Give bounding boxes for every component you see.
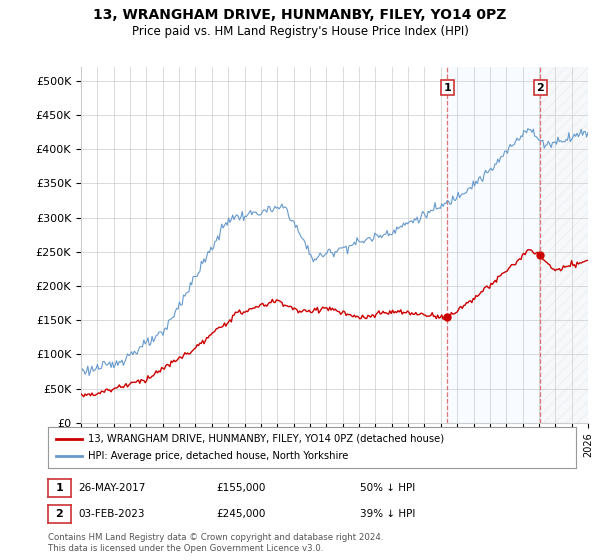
Text: £245,000: £245,000 (216, 509, 265, 519)
Text: 13, WRANGHAM DRIVE, HUNMANBY, FILEY, YO14 0PZ: 13, WRANGHAM DRIVE, HUNMANBY, FILEY, YO1… (94, 8, 506, 22)
Text: 1: 1 (56, 483, 63, 493)
Text: 03-FEB-2023: 03-FEB-2023 (78, 509, 145, 519)
Bar (540, 67, 588, 423)
Text: 50% ↓ HPI: 50% ↓ HPI (360, 483, 415, 493)
Text: 39% ↓ HPI: 39% ↓ HPI (360, 509, 415, 519)
Text: 26-MAY-2017: 26-MAY-2017 (78, 483, 145, 493)
Text: 2: 2 (536, 83, 544, 93)
Text: £155,000: £155,000 (216, 483, 265, 493)
Text: 1: 1 (443, 83, 451, 93)
Text: 13, WRANGHAM DRIVE, HUNMANBY, FILEY, YO14 0PZ (detached house): 13, WRANGHAM DRIVE, HUNMANBY, FILEY, YO1… (88, 433, 444, 444)
Bar (448, 67, 540, 423)
Text: 2: 2 (56, 509, 63, 519)
Text: HPI: Average price, detached house, North Yorkshire: HPI: Average price, detached house, Nort… (88, 451, 348, 461)
Text: Contains HM Land Registry data © Crown copyright and database right 2024.
This d: Contains HM Land Registry data © Crown c… (48, 533, 383, 553)
Text: Price paid vs. HM Land Registry's House Price Index (HPI): Price paid vs. HM Land Registry's House … (131, 25, 469, 38)
